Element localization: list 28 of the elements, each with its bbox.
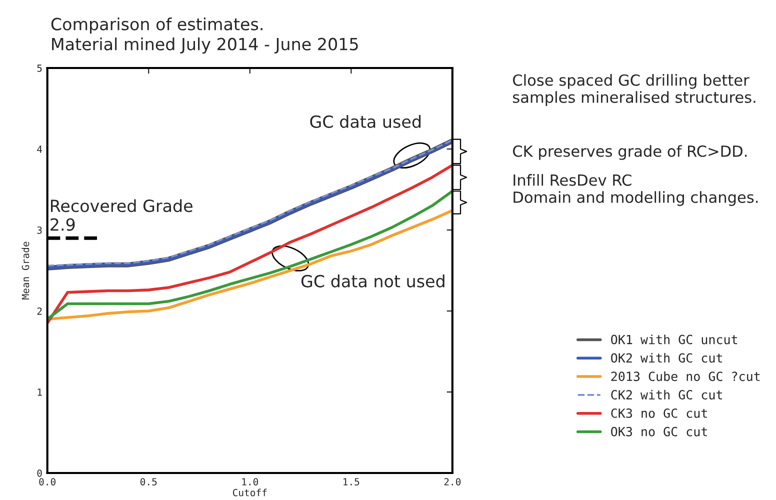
chart-subtitle: Material mined July 2014 - June 2015 [52, 38, 358, 54]
x-tick-label: 2.0 [444, 478, 461, 486]
y-tick-label: 2 [37, 308, 42, 315]
legend-label: OK1 with GC uncut [611, 334, 738, 344]
annotation: GC data used [310, 115, 421, 128]
text: CK preserves grade of RC>DD. [513, 145, 747, 160]
legend-label: OK2 with GC cut [611, 352, 722, 363]
text: Infill ResDev RC Domain and modelling changes. [514, 174, 758, 206]
x-tick-label: 0.5 [140, 478, 157, 486]
x-tick-label: 1.5 [344, 478, 360, 486]
y-tick-label: 0 [37, 470, 42, 477]
ref-line-label: Recovered Grade 2.9 [50, 199, 192, 231]
y-tick-label: 1 [38, 388, 42, 396]
line-series [47, 164, 452, 325]
y-tick-label: 3 [37, 226, 42, 234]
legend-label: CK2 with GC cut [611, 390, 722, 400]
x-tick-label: 1.0 [242, 478, 258, 486]
x-tick-label: 0.0 [39, 478, 56, 486]
legend-label: OK3 no GC cut [611, 426, 707, 436]
y-axis-title: Mean Grade [22, 242, 30, 300]
text: Close spaced GC drilling better samples mineralised structures. [512, 74, 756, 106]
x-axis-title: Cutoff [232, 488, 267, 496]
y-tick-label: 4 [37, 146, 42, 153]
annotation: GC data not used [301, 274, 444, 288]
legend-label: 2013 Cube no GC ?cut [611, 371, 760, 382]
chart-title: Comparison of estimates. [51, 18, 262, 34]
legend-label: CK3 no GC cut [611, 408, 707, 418]
y-tick-label: 5 [37, 64, 42, 72]
